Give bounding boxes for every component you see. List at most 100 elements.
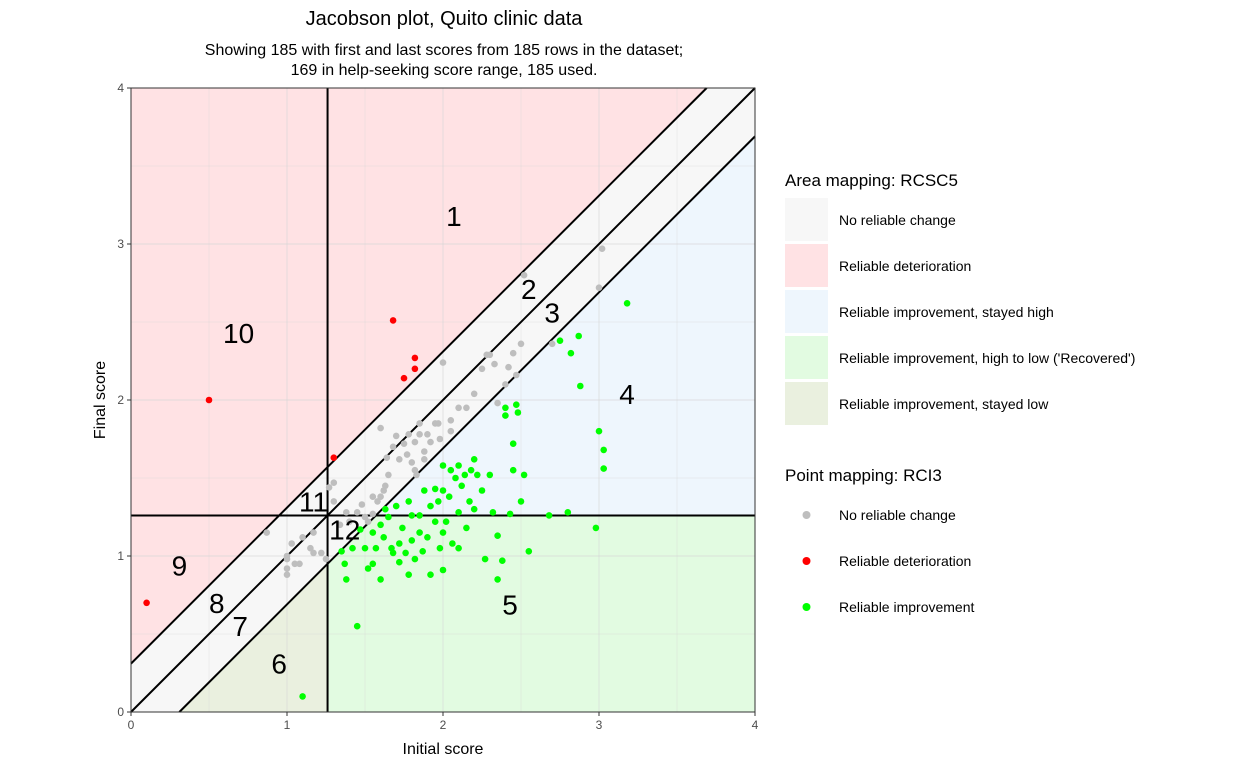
data-point	[283, 571, 291, 578]
x-tick-label: 2	[440, 718, 447, 732]
data-point	[411, 438, 419, 446]
data-point	[396, 558, 403, 566]
y-tick-label: 2	[117, 393, 124, 407]
data-point	[325, 484, 333, 491]
data-point	[455, 509, 462, 516]
region-label: 8	[209, 588, 225, 619]
data-point	[491, 360, 498, 368]
area-legend-title: Area mapping: RCSC5	[785, 171, 958, 190]
data-point	[408, 512, 416, 519]
data-point	[341, 560, 349, 568]
data-point	[489, 509, 497, 516]
data-point	[517, 498, 525, 505]
data-point	[411, 354, 419, 362]
data-point	[435, 498, 442, 505]
area-legend-label: Reliable improvement, stayed low	[839, 396, 1049, 412]
point-legend-label: Reliable deterioration	[839, 553, 971, 569]
data-point	[520, 271, 528, 279]
data-point	[402, 549, 409, 557]
series-0	[263, 245, 606, 578]
data-point	[288, 540, 296, 547]
data-point	[346, 518, 353, 525]
data-point	[310, 529, 317, 536]
data-point	[458, 482, 466, 490]
data-point	[447, 417, 455, 424]
data-point	[564, 509, 572, 516]
data-point	[361, 513, 369, 521]
data-point	[416, 420, 423, 427]
data-point	[502, 412, 509, 419]
area-legend-swatch	[785, 336, 828, 379]
data-point	[389, 317, 397, 324]
data-point	[396, 456, 403, 463]
data-point	[377, 521, 384, 529]
data-point	[509, 466, 517, 474]
data-point	[513, 401, 520, 409]
data-point	[623, 300, 631, 307]
data-point	[263, 529, 271, 536]
region-label: 11	[299, 486, 328, 517]
data-point	[455, 462, 462, 469]
data-point	[575, 332, 582, 340]
point-legend-label: Reliable improvement	[839, 599, 975, 615]
data-point	[392, 502, 400, 510]
data-point	[600, 465, 607, 472]
data-point	[595, 427, 603, 435]
data-point	[385, 471, 392, 479]
data-point	[478, 487, 486, 494]
data-point	[439, 462, 447, 469]
area-legend-swatch	[785, 244, 828, 287]
data-point	[525, 548, 533, 555]
data-point	[416, 431, 423, 438]
point-legend-key	[802, 511, 811, 519]
data-point	[383, 454, 391, 462]
data-point	[463, 524, 470, 532]
data-point	[452, 474, 459, 482]
data-point	[369, 560, 377, 568]
data-point	[369, 510, 377, 518]
data-point	[408, 459, 416, 466]
data-point	[449, 540, 456, 547]
data-point	[439, 359, 447, 366]
data-point	[431, 485, 439, 493]
data-point	[424, 431, 431, 438]
reliable-change-line-lower	[178, 135, 756, 713]
data-point	[307, 544, 314, 552]
data-point	[502, 381, 509, 388]
data-point	[545, 512, 553, 519]
data-point	[421, 487, 428, 494]
data-point	[505, 363, 512, 371]
point-legend-title: Point mapping: RCI3	[785, 466, 942, 485]
data-point	[400, 374, 408, 382]
data-point	[514, 409, 522, 416]
area-legend-label: Reliable deterioration	[839, 258, 971, 274]
data-point	[399, 524, 406, 532]
region-label: 9	[172, 550, 188, 581]
data-point	[389, 443, 397, 451]
data-point	[369, 529, 377, 536]
y-tick-label: 1	[117, 549, 124, 563]
data-point	[330, 454, 338, 462]
data-point	[548, 340, 556, 348]
data-point	[421, 448, 428, 455]
data-point	[205, 396, 213, 404]
data-point	[421, 456, 428, 463]
data-point	[358, 501, 366, 508]
point-legend-key	[802, 557, 811, 565]
area-legend-swatch	[785, 290, 828, 333]
data-point	[385, 513, 392, 521]
chart-subtitle-line-2: 169 in help-seeking score range, 185 use…	[291, 62, 598, 79]
region-label: 2	[521, 274, 537, 305]
region-label: 5	[502, 589, 518, 620]
data-point	[577, 382, 584, 390]
data-point	[372, 544, 380, 552]
data-point	[442, 518, 450, 525]
data-point	[322, 555, 330, 563]
series-2	[299, 300, 631, 700]
data-point	[470, 505, 478, 513]
region-label: 1	[446, 201, 462, 232]
area-improvement-recovered	[327, 515, 755, 712]
chart-subtitle-line-1: Showing 185 with first and last scores f…	[205, 42, 683, 59]
data-point	[396, 540, 403, 547]
